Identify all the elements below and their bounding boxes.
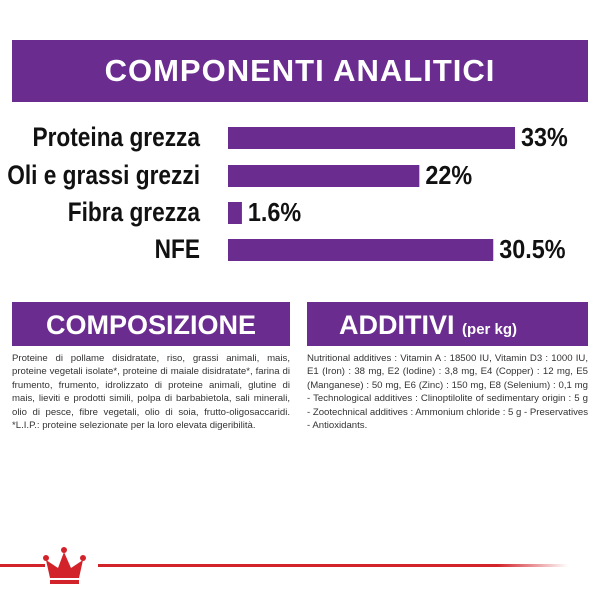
value-group: 33% xyxy=(521,124,568,152)
category-group: Oli e grassi grezzi xyxy=(7,160,200,190)
category-label: Fibra grezza xyxy=(68,197,201,227)
footer-line xyxy=(0,564,45,567)
bar xyxy=(228,127,515,149)
bar xyxy=(228,239,494,261)
chart: COMPONENTI ANALITICI Proteina grezza 33% O… xyxy=(7,40,588,265)
value-group: 1.6% xyxy=(248,199,301,227)
category-group: Fibra grezza xyxy=(68,197,201,227)
category-group: Proteina grezza xyxy=(32,122,201,152)
category-label: Oli e grassi grezzi xyxy=(7,160,200,190)
value-label: 22% xyxy=(425,162,472,190)
category-label: Proteina grezza xyxy=(32,122,201,152)
paragraph: Proteine di pollame disidratate, riso, g… xyxy=(12,353,290,432)
section-title: ADDITIVI xyxy=(339,310,455,340)
paragraph: Nutritional additives : Vitamin A : 1850… xyxy=(307,353,589,432)
bar xyxy=(228,202,242,224)
section-subtitle: (per kg) xyxy=(462,321,518,338)
title-band xyxy=(12,40,588,102)
value-group: 30.5% xyxy=(499,236,565,264)
value-label: 33% xyxy=(521,124,568,152)
category-label: NFE xyxy=(155,234,200,264)
section-band: COMPOSIZIONE xyxy=(12,302,290,346)
section-band: ADDITIVI (per kg) xyxy=(307,302,588,346)
logo xyxy=(43,547,86,584)
value-label: 30.5% xyxy=(499,236,565,264)
section-title: COMPOSIZIONE xyxy=(45,310,256,340)
bar xyxy=(228,165,420,187)
value-label: 1.6% xyxy=(248,199,301,227)
category-group: NFE xyxy=(155,234,200,264)
chart-title: COMPONENTI ANALITICI xyxy=(105,53,496,88)
value-group: 22% xyxy=(425,162,472,190)
footer-line xyxy=(98,564,568,567)
